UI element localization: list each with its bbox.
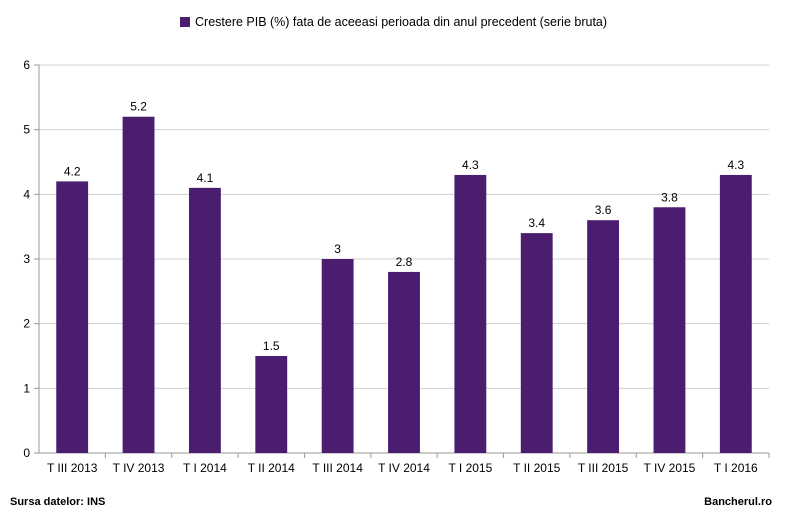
data-label: 4.3 [462, 158, 479, 172]
bar [653, 207, 686, 453]
y-tick-label: 5 [23, 123, 30, 137]
bar [388, 271, 420, 453]
bar [587, 220, 620, 453]
y-tick-label: 4 [23, 187, 30, 201]
data-label: 1.5 [263, 339, 280, 353]
x-tick-label: T II 2014 [248, 461, 295, 475]
x-tick-label: T IV 2013 [113, 461, 165, 475]
bar [56, 181, 89, 453]
brand-label: Bancherul.ro [704, 496, 772, 508]
data-label: 3.6 [595, 203, 612, 217]
x-tick-label: T II 2015 [513, 461, 560, 475]
data-label: 2.8 [396, 255, 413, 269]
x-tick-label: T I 2015 [448, 461, 492, 475]
y-tick-label: 6 [23, 58, 30, 72]
y-tick-label: 3 [23, 252, 30, 266]
data-label: 4.3 [727, 158, 744, 172]
x-tick-label: T IV 2015 [644, 461, 696, 475]
data-label: 3.8 [661, 190, 678, 204]
bar [122, 116, 155, 453]
bar [454, 174, 487, 453]
bar [719, 174, 752, 453]
data-label: 4.1 [197, 171, 214, 185]
y-tick-label: 1 [23, 381, 30, 395]
data-label: 5.2 [130, 100, 147, 114]
x-tick-label: T IV 2014 [378, 461, 430, 475]
x-tick-label: T III 2014 [312, 461, 363, 475]
legend-swatch [180, 17, 190, 27]
y-tick-label: 0 [23, 446, 30, 460]
bar [321, 259, 354, 453]
source-note: Sursa datelor: INS [10, 496, 106, 508]
y-tick-label: 2 [23, 317, 30, 331]
bar [520, 233, 553, 453]
data-label: 3.4 [528, 216, 545, 230]
legend: Crestere PIB (%) fata de aceeasi perioad… [180, 15, 607, 29]
x-tick-label: T I 2014 [183, 461, 227, 475]
legend-label: Crestere PIB (%) fata de aceeasi perioad… [195, 15, 608, 29]
data-label: 4.2 [64, 164, 81, 178]
bar [255, 356, 288, 453]
bar [188, 187, 221, 453]
x-tick-label: T III 2015 [578, 461, 629, 475]
x-tick-label: T III 2013 [47, 461, 98, 475]
x-tick-label: T I 2016 [714, 461, 758, 475]
data-label: 3 [334, 242, 341, 256]
